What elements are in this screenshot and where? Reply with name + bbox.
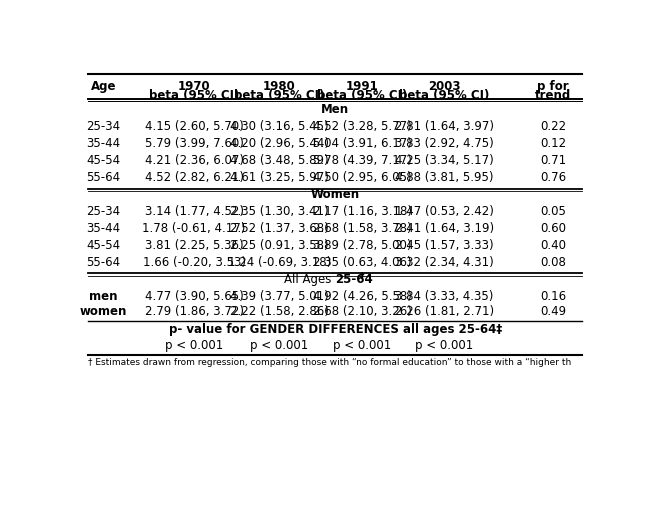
Text: 2.17 (1.16, 3.18): 2.17 (1.16, 3.18) bbox=[313, 205, 412, 218]
Text: p < 0.001: p < 0.001 bbox=[333, 339, 392, 352]
Text: 45-54: 45-54 bbox=[86, 154, 120, 167]
Text: 2.41 (1.64, 3.19): 2.41 (1.64, 3.19) bbox=[395, 222, 494, 235]
Text: 0.16: 0.16 bbox=[540, 290, 566, 303]
Text: 1970: 1970 bbox=[178, 80, 211, 93]
Text: 0.49: 0.49 bbox=[540, 305, 566, 318]
Text: 4.68 (3.48, 5.89): 4.68 (3.48, 5.89) bbox=[230, 154, 329, 167]
Text: 2.45 (1.57, 3.33): 2.45 (1.57, 3.33) bbox=[395, 239, 494, 252]
Text: 2.26 (1.81, 2.71): 2.26 (1.81, 2.71) bbox=[395, 305, 494, 318]
Text: 2.68 (2.10, 3.26): 2.68 (2.10, 3.26) bbox=[313, 305, 412, 318]
Text: 4.30 (3.16, 5.45): 4.30 (3.16, 5.45) bbox=[230, 121, 329, 133]
Text: p < 0.001: p < 0.001 bbox=[250, 339, 309, 352]
Text: 45-54: 45-54 bbox=[86, 239, 120, 252]
Text: 1.24 (-0.69, 3.18): 1.24 (-0.69, 3.18) bbox=[228, 256, 331, 269]
Text: 35-44: 35-44 bbox=[86, 222, 120, 235]
Text: 0.76: 0.76 bbox=[540, 171, 566, 184]
Text: 1.47 (0.53, 2.42): 1.47 (0.53, 2.42) bbox=[395, 205, 494, 218]
Text: 1.66 (-0.20, 3.53): 1.66 (-0.20, 3.53) bbox=[143, 256, 246, 269]
Text: 4.52 (2.82, 6.21): 4.52 (2.82, 6.21) bbox=[145, 171, 244, 184]
Text: 2.25 (0.91, 3.58): 2.25 (0.91, 3.58) bbox=[230, 239, 329, 252]
Text: beta (95% CI): beta (95% CI) bbox=[234, 89, 324, 102]
Text: 4.92 (4.26, 5.58): 4.92 (4.26, 5.58) bbox=[313, 290, 412, 303]
Text: 2003: 2003 bbox=[428, 80, 460, 93]
Text: 2.35 (0.63, 4.06): 2.35 (0.63, 4.06) bbox=[313, 256, 411, 269]
Text: 3.84 (3.33, 4.35): 3.84 (3.33, 4.35) bbox=[395, 290, 494, 303]
Text: 4.15 (2.60, 5.70): 4.15 (2.60, 5.70) bbox=[145, 121, 243, 133]
Text: 2.79 (1.86, 3.72): 2.79 (1.86, 3.72) bbox=[145, 305, 244, 318]
Text: women: women bbox=[80, 305, 127, 318]
Text: 3.14 (1.77, 4.52): 3.14 (1.77, 4.52) bbox=[145, 205, 244, 218]
Text: Men: Men bbox=[321, 104, 349, 116]
Text: p < 0.001: p < 0.001 bbox=[415, 339, 473, 352]
Text: 1980: 1980 bbox=[263, 80, 296, 93]
Text: 3.83 (2.92, 4.75): 3.83 (2.92, 4.75) bbox=[395, 138, 494, 150]
Text: p < 0.001: p < 0.001 bbox=[165, 339, 223, 352]
Text: 0.71: 0.71 bbox=[540, 154, 566, 167]
Text: 4.61 (3.25, 5.97): 4.61 (3.25, 5.97) bbox=[230, 171, 329, 184]
Text: All Ages: All Ages bbox=[284, 273, 336, 286]
Text: 5.78 (4.39, 7.17): 5.78 (4.39, 7.17) bbox=[313, 154, 412, 167]
Text: p for: p for bbox=[537, 80, 569, 93]
Text: 4.88 (3.81, 5.95): 4.88 (3.81, 5.95) bbox=[395, 171, 494, 184]
Text: 2.68 (1.58, 3.78): 2.68 (1.58, 3.78) bbox=[313, 222, 411, 235]
Text: 2.52 (1.37, 3.68): 2.52 (1.37, 3.68) bbox=[230, 222, 329, 235]
Text: 4.20 (2.96, 5.44): 4.20 (2.96, 5.44) bbox=[230, 138, 329, 150]
Text: 3.32 (2.34, 4.31): 3.32 (2.34, 4.31) bbox=[395, 256, 494, 269]
Text: 5.04 (3.91, 6.17): 5.04 (3.91, 6.17) bbox=[313, 138, 412, 150]
Text: 0.05: 0.05 bbox=[540, 205, 566, 218]
Text: 55-64: 55-64 bbox=[86, 256, 120, 269]
Text: men: men bbox=[89, 290, 118, 303]
Text: 1.78 (-0.61, 4.17): 1.78 (-0.61, 4.17) bbox=[143, 222, 246, 235]
Text: 0.22: 0.22 bbox=[540, 121, 566, 133]
Text: 0.08: 0.08 bbox=[540, 256, 566, 269]
Text: 0.40: 0.40 bbox=[540, 239, 566, 252]
Text: 25-34: 25-34 bbox=[86, 121, 120, 133]
Text: 0.12: 0.12 bbox=[540, 138, 566, 150]
Text: 1991: 1991 bbox=[346, 80, 379, 93]
Text: 4.77 (3.90, 5.65): 4.77 (3.90, 5.65) bbox=[145, 290, 243, 303]
Text: Women: Women bbox=[311, 188, 360, 201]
Text: 4.50 (2.95, 6.05): 4.50 (2.95, 6.05) bbox=[313, 171, 411, 184]
Text: 0.60: 0.60 bbox=[540, 222, 566, 235]
Text: 2.22 (1.58, 2.86): 2.22 (1.58, 2.86) bbox=[230, 305, 329, 318]
Text: 4.39 (3.77, 5.01): 4.39 (3.77, 5.01) bbox=[230, 290, 329, 303]
Text: Age: Age bbox=[91, 80, 116, 92]
Text: 2.35 (1.30, 3.41): 2.35 (1.30, 3.41) bbox=[230, 205, 329, 218]
Text: 2.81 (1.64, 3.97): 2.81 (1.64, 3.97) bbox=[395, 121, 494, 133]
Text: 25-64: 25-64 bbox=[336, 273, 373, 286]
Text: 25-34: 25-34 bbox=[86, 205, 120, 218]
Text: 5.79 (3.99, 7.60): 5.79 (3.99, 7.60) bbox=[145, 138, 243, 150]
Text: beta (95% CI): beta (95% CI) bbox=[399, 89, 490, 102]
Text: 3.89 (2.78, 5.00): 3.89 (2.78, 5.00) bbox=[313, 239, 411, 252]
Text: beta (95% CI): beta (95% CI) bbox=[317, 89, 407, 102]
Text: 55-64: 55-64 bbox=[86, 171, 120, 184]
Text: 4.21 (2.36, 6.07): 4.21 (2.36, 6.07) bbox=[145, 154, 244, 167]
Text: † Estimates drawn from regression, comparing those with “no formal education” to: † Estimates drawn from regression, compa… bbox=[88, 358, 571, 367]
Text: 4.52 (3.28, 5.77): 4.52 (3.28, 5.77) bbox=[313, 121, 411, 133]
Text: p- value for GENDER DIFFERENCES all ages 25-64‡: p- value for GENDER DIFFERENCES all ages… bbox=[169, 323, 502, 336]
Text: trend: trend bbox=[535, 89, 571, 102]
Text: beta (95% CI): beta (95% CI) bbox=[149, 89, 239, 102]
Text: 3.81 (2.25, 5.36): 3.81 (2.25, 5.36) bbox=[145, 239, 243, 252]
Text: 4.25 (3.34, 5.17): 4.25 (3.34, 5.17) bbox=[395, 154, 494, 167]
Text: 35-44: 35-44 bbox=[86, 138, 120, 150]
Text: ‡: ‡ bbox=[360, 272, 364, 281]
